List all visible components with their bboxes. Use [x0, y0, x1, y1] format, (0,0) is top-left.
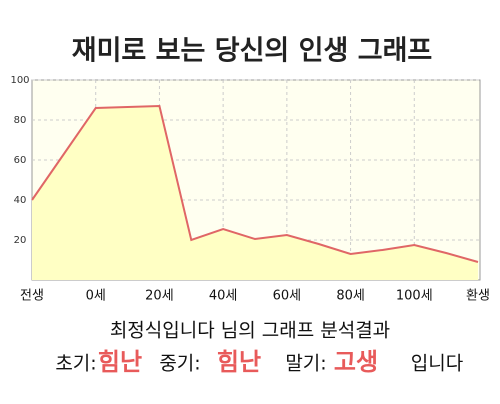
y-tick-label: 20: [14, 235, 27, 246]
result-label: 중기:: [159, 353, 200, 375]
y-tick-label: 100: [10, 75, 29, 86]
x-tick-label: 20세: [145, 289, 174, 304]
result-ending: 입니다: [411, 353, 463, 375]
chart-title: 재미로 보는 당신의 인생 그래프: [72, 36, 433, 67]
result-label: 초기:: [55, 353, 96, 375]
x-tick-label: 환생: [466, 289, 490, 304]
x-tick-label: 0세: [86, 289, 106, 304]
result-value: 고생: [334, 348, 378, 376]
result-label: 말기:: [285, 353, 326, 375]
y-tick-label: 80: [14, 115, 27, 126]
result-value: 힘난: [98, 348, 142, 376]
x-tick-label: 40세: [209, 289, 238, 304]
area: [32, 106, 478, 280]
y-tick-label: 60: [14, 155, 27, 166]
x-tick-label: 80세: [336, 289, 365, 304]
y-tick-label: 40: [14, 195, 27, 206]
line: [31, 104, 479, 263]
x-tick-label: 전생: [20, 289, 44, 304]
result-heading: 최정식입니다 님의 그래프 분석결과: [110, 320, 390, 342]
x-tick-label: 60세: [273, 289, 302, 304]
x-tick-label: 100세: [396, 289, 433, 304]
result-value: 힘난: [217, 348, 261, 376]
